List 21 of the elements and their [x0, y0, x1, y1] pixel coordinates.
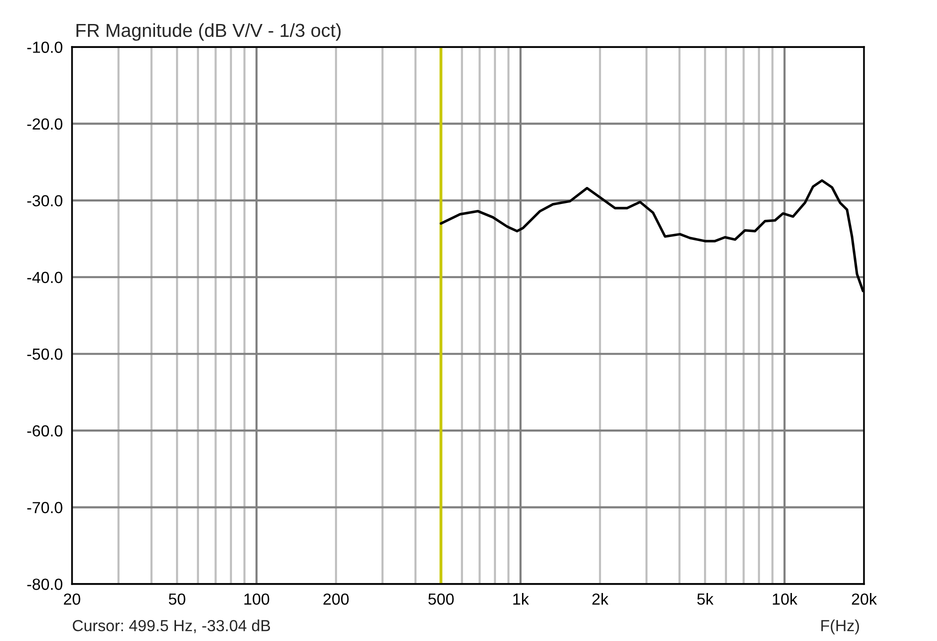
x-tick-label: 20k [852, 593, 877, 605]
x-tick-label: 5k [697, 593, 714, 605]
y-tick-label: -70.0 [27, 502, 62, 514]
y-tick-label: -20.0 [27, 118, 62, 130]
chart-title: FR Magnitude (dB V/V - 1/3 oct) [76, 23, 341, 41]
x-tick-label: 500 [428, 593, 454, 605]
x-tick-label: 10k [772, 593, 798, 605]
x-tick-label: 200 [323, 593, 349, 605]
x-tick-label: 1k [513, 593, 529, 605]
y-tick-label: -40.0 [27, 272, 62, 284]
x-tick-label: 50 [168, 593, 186, 605]
y-tick-label: -60.0 [27, 425, 62, 437]
x-tick-label: 2k [592, 593, 608, 605]
y-tick-label: -10.0 [27, 42, 62, 53]
y-tick-label: -30.0 [27, 195, 62, 206]
y-tick-label: -50.0 [27, 348, 62, 360]
text: Cursor: 499.5 Hz, -33.04 dB [72, 620, 270, 634]
x-tick-label: 20 [64, 593, 80, 605]
x-tick-label: 100 [244, 593, 270, 605]
x-axis-title: F(Hz) [821, 620, 859, 634]
y-tick-label: -80.0 [27, 578, 62, 590]
